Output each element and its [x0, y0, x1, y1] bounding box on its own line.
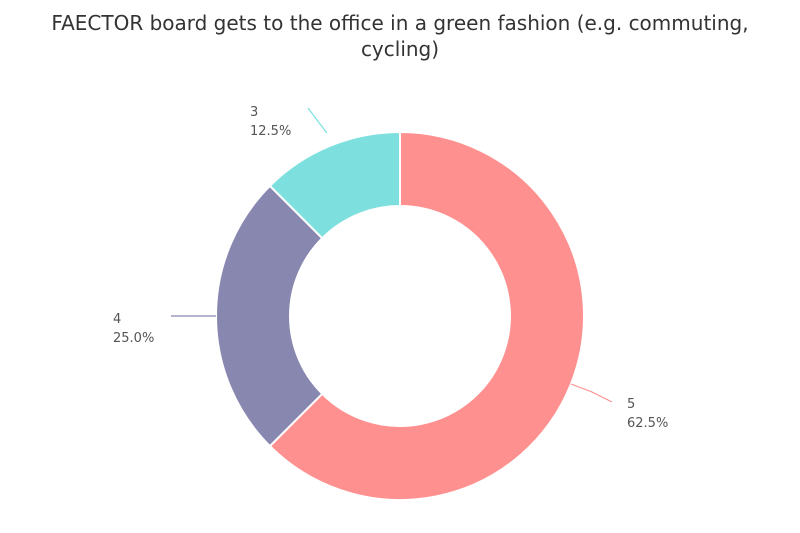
slice-3[interactable]	[268, 130, 401, 240]
labels-layer: 5 62.5% 4 25.0% 3 12.5%	[113, 105, 668, 431]
slice-percent-3: 12.5%	[250, 124, 291, 139]
slice-percent-4: 25.0%	[113, 331, 154, 346]
leader-line-3	[307, 107, 328, 134]
slice-5[interactable]	[268, 130, 585, 501]
chart-title: FAECTOR board gets to the office in a gr…	[51, 11, 749, 61]
slice-percent-5: 62.5%	[627, 416, 668, 431]
slice-4[interactable]	[214, 184, 324, 448]
slice-label-5: 5	[627, 397, 635, 412]
slice-label-4: 4	[113, 312, 121, 327]
slices-layer	[214, 130, 585, 501]
slice-label-3: 3	[250, 105, 258, 120]
leader-line-5	[570, 383, 613, 403]
